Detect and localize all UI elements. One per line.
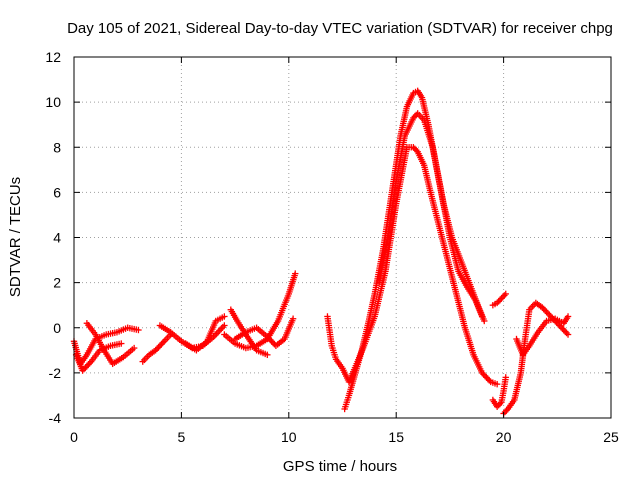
data-point [289,315,297,322]
series-arc-11 [513,313,572,359]
data-point [478,313,486,320]
y-tick-label: 2 [53,275,61,291]
data-point [502,374,509,381]
data-points [70,87,572,417]
data-point [502,290,509,298]
chart-title: Day 105 of 2021, Sidereal Day-to-day VTE… [67,20,613,37]
series-arc-5 [324,144,501,388]
y-tick-label: -2 [49,365,62,381]
x-tick-label: 25 [603,429,619,445]
series-arc-7 [375,110,486,320]
series-arc-4b [231,315,297,349]
series-arc-1c [83,320,138,368]
x-tick-label: 10 [281,429,297,445]
x-tick-label: 20 [496,429,512,445]
series-arc-9 [489,374,509,410]
data-point [564,313,572,320]
y-tick-label: 10 [45,94,61,110]
y-tick-label: 12 [45,49,61,65]
x-axis-label: GPS time / hours [283,458,397,475]
grid-lines [74,57,611,418]
series-arc-2 [139,331,174,365]
data-point [118,340,125,347]
y-tick-label: 8 [53,139,61,155]
y-tick-label: 6 [53,184,61,200]
y-tick-label: -4 [49,410,62,426]
axis-ticks: 0 5 10 15 20 25 -4 -2 0 2 4 6 8 10 12 [45,49,619,445]
series-arc-6 [341,87,488,413]
series-arc-3b [182,313,228,354]
series-arc-10 [500,299,572,417]
data-point [135,326,142,334]
x-tick-label: 15 [388,429,404,445]
series-arc-4c [227,306,271,359]
data-point [221,313,228,320]
data-point [292,270,299,277]
y-tick-label: 0 [53,320,61,336]
data-point [221,322,228,329]
data-point [481,317,488,325]
y-tick-label: 4 [53,230,61,246]
data-point [264,351,271,359]
x-tick-label: 5 [178,429,186,445]
data-point [130,344,138,352]
y-axis-label: SDTVAR / TECUs [7,177,24,297]
data-point [493,380,501,388]
x-tick-label: 0 [70,429,78,445]
series-arc-8 [489,290,509,309]
data-point [564,331,572,338]
